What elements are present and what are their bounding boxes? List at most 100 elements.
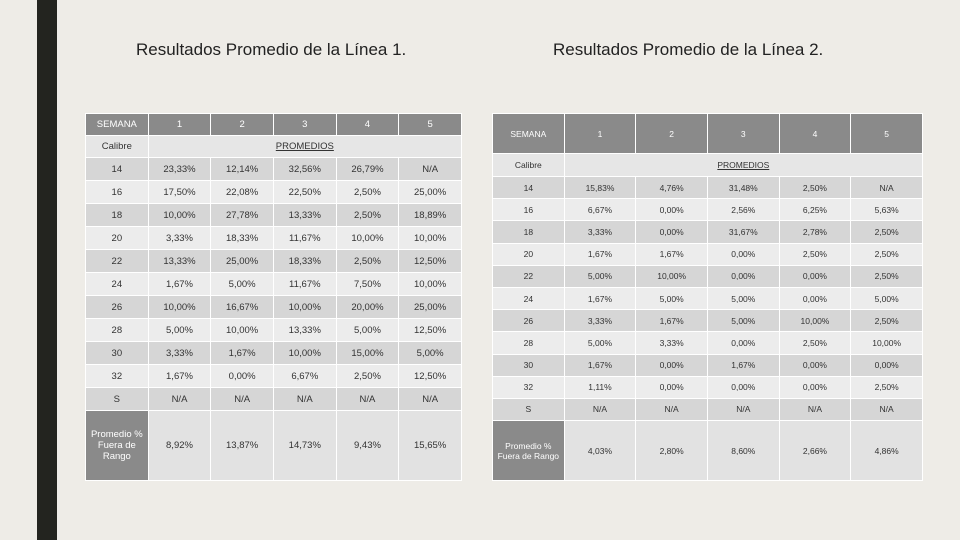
value-cell: 2,50% — [850, 375, 923, 399]
value-cell: 10,00% — [635, 264, 708, 288]
value-cell: 3,33% — [635, 331, 708, 355]
value-cell: 25,00% — [210, 249, 274, 273]
row-label: 14 — [85, 157, 149, 181]
row-label: 18 — [492, 220, 565, 244]
row-label: 30 — [492, 353, 565, 377]
value-cell: 10,00% — [147, 295, 212, 319]
value-cell: 12,50% — [398, 364, 462, 388]
table-row: Promedio % Fuera de Rango 4,03% 2,80% 8,60%… — [492, 420, 923, 482]
results-table: SEMANA 1 2 3 4 5 Calibre PROMEDIOS 14 15,83% 4,76%… — [492, 113, 924, 482]
table-row: 22 5,00% 10,00% 0,00% 0,00% 2,50% — [492, 264, 923, 288]
value-cell: 2,50% — [778, 242, 852, 266]
table-row: 24 1,67% 5,00% 5,00% 0,00% 5,00% — [492, 286, 923, 311]
value-cell: 5,00% — [563, 331, 637, 355]
value-cell: 2,50% — [850, 264, 923, 288]
table-row: Promedio % Fuera de Rango 8,92% 13,87% 14,7… — [85, 410, 462, 481]
row-label: 26 — [85, 295, 149, 319]
value-cell: 2,50% — [335, 364, 400, 388]
value-cell: 10,00% — [272, 295, 337, 319]
value-cell: 0,00% — [778, 375, 852, 399]
row-label: 26 — [492, 309, 565, 333]
table-row: 32 1,11% 0,00% 0,00% 0,00% 2,50% — [492, 375, 923, 399]
value-cell: 0,00% — [706, 331, 780, 355]
row-label: Promedio % Fuera de Rango — [85, 410, 149, 481]
value-cell: 13,33% — [147, 249, 212, 273]
header-cell: 5 — [850, 113, 923, 154]
value-cell: 11,67% — [272, 272, 337, 296]
value-cell: 2,80% — [635, 420, 708, 482]
value-cell: 2,50% — [778, 331, 852, 355]
value-cell: 3,33% — [563, 220, 637, 244]
table-row: 18 3,33% 0,00% 31,67% 2,78% 2,50% — [492, 220, 923, 244]
value-cell: 2,50% — [850, 220, 923, 244]
row-label: 14 — [492, 175, 565, 200]
value-cell: 5,00% — [398, 341, 462, 365]
value-cell: 2,56% — [706, 198, 780, 222]
table-row: 26 10,00% 16,67% 10,00% 20,00% 25,00% — [85, 295, 462, 319]
table-row: Calibre PROMEDIOS — [85, 135, 463, 158]
value-cell: 11,67% — [272, 226, 337, 250]
value-cell: 0,00% — [635, 353, 708, 377]
value-cell: 1,67% — [147, 272, 212, 296]
value-cell: 1,67% — [706, 353, 780, 377]
value-cell: 5,00% — [147, 318, 212, 342]
value-cell: N/A — [272, 387, 337, 411]
header-cell: 1 — [563, 113, 637, 154]
value-cell: 5,00% — [635, 286, 708, 311]
value-cell: 3,33% — [147, 226, 212, 250]
table-row: 16 17,50% 22,08% 22,50% 2,50% 25,00% — [85, 180, 462, 204]
value-cell: 1,67% — [210, 341, 274, 365]
header-cell: 4 — [778, 113, 852, 154]
value-cell: 5,00% — [335, 318, 400, 342]
value-cell: 10,00% — [398, 272, 462, 296]
row-label: 32 — [85, 364, 149, 388]
row-label: 28 — [85, 318, 149, 342]
value-cell: 13,33% — [272, 203, 337, 227]
row-label: 32 — [492, 375, 565, 399]
value-cell: 27,78% — [210, 203, 274, 227]
value-cell: 1,67% — [563, 353, 637, 377]
table-row: 14 15,83% 4,76% 31,48% 2,50% N/A — [492, 175, 923, 200]
value-cell: 6,67% — [563, 198, 637, 222]
table-row: 32 1,67% 0,00% 6,67% 2,50% 12,50% — [85, 364, 462, 388]
table-row: Calibre PROMEDIOS — [492, 153, 924, 177]
row-label: 22 — [492, 264, 565, 288]
value-cell: 9,43% — [335, 410, 400, 481]
value-cell: 26,79% — [335, 157, 400, 181]
header-cell: PROMEDIOS — [147, 135, 463, 158]
value-cell: 4,03% — [563, 420, 637, 482]
value-cell: N/A — [210, 387, 274, 411]
value-cell: 5,00% — [706, 286, 780, 311]
value-cell: 0,00% — [850, 353, 923, 377]
header-cell: SEMANA — [85, 113, 149, 136]
value-cell: 4,86% — [850, 420, 923, 482]
table-row: SEMANA 1 2 3 4 5 — [85, 113, 462, 136]
value-cell: 1,11% — [563, 375, 637, 399]
table-row: S N/A N/A N/A N/A N/A — [492, 397, 923, 422]
header-cell: Calibre — [492, 153, 565, 177]
value-cell: 6,67% — [272, 364, 337, 388]
value-cell: 2,50% — [335, 249, 400, 273]
value-cell: 0,00% — [778, 264, 852, 288]
value-cell: 2,50% — [850, 309, 923, 333]
table-row: SEMANA 1 2 3 4 5 — [492, 113, 923, 154]
value-cell: 5,00% — [706, 309, 780, 333]
value-cell: 4,76% — [635, 175, 708, 200]
header-cell: 1 — [147, 113, 212, 136]
side-bar — [37, 0, 57, 540]
value-cell: 20,00% — [335, 295, 400, 319]
value-cell: 6,25% — [778, 198, 852, 222]
row-label: 24 — [492, 286, 565, 311]
value-cell: 12,50% — [398, 249, 462, 273]
value-cell: 1,67% — [147, 364, 212, 388]
value-cell: 2,50% — [335, 203, 400, 227]
value-cell: N/A — [147, 387, 212, 411]
value-cell: 14,73% — [272, 410, 337, 481]
value-cell: 0,00% — [706, 264, 780, 288]
row-label: 18 — [85, 203, 149, 227]
header-cell: 2 — [635, 113, 708, 154]
header-cell: Calibre — [85, 135, 149, 158]
value-cell: 5,00% — [563, 264, 637, 288]
value-cell: 1,67% — [563, 242, 637, 266]
header-cell: 3 — [706, 113, 780, 154]
